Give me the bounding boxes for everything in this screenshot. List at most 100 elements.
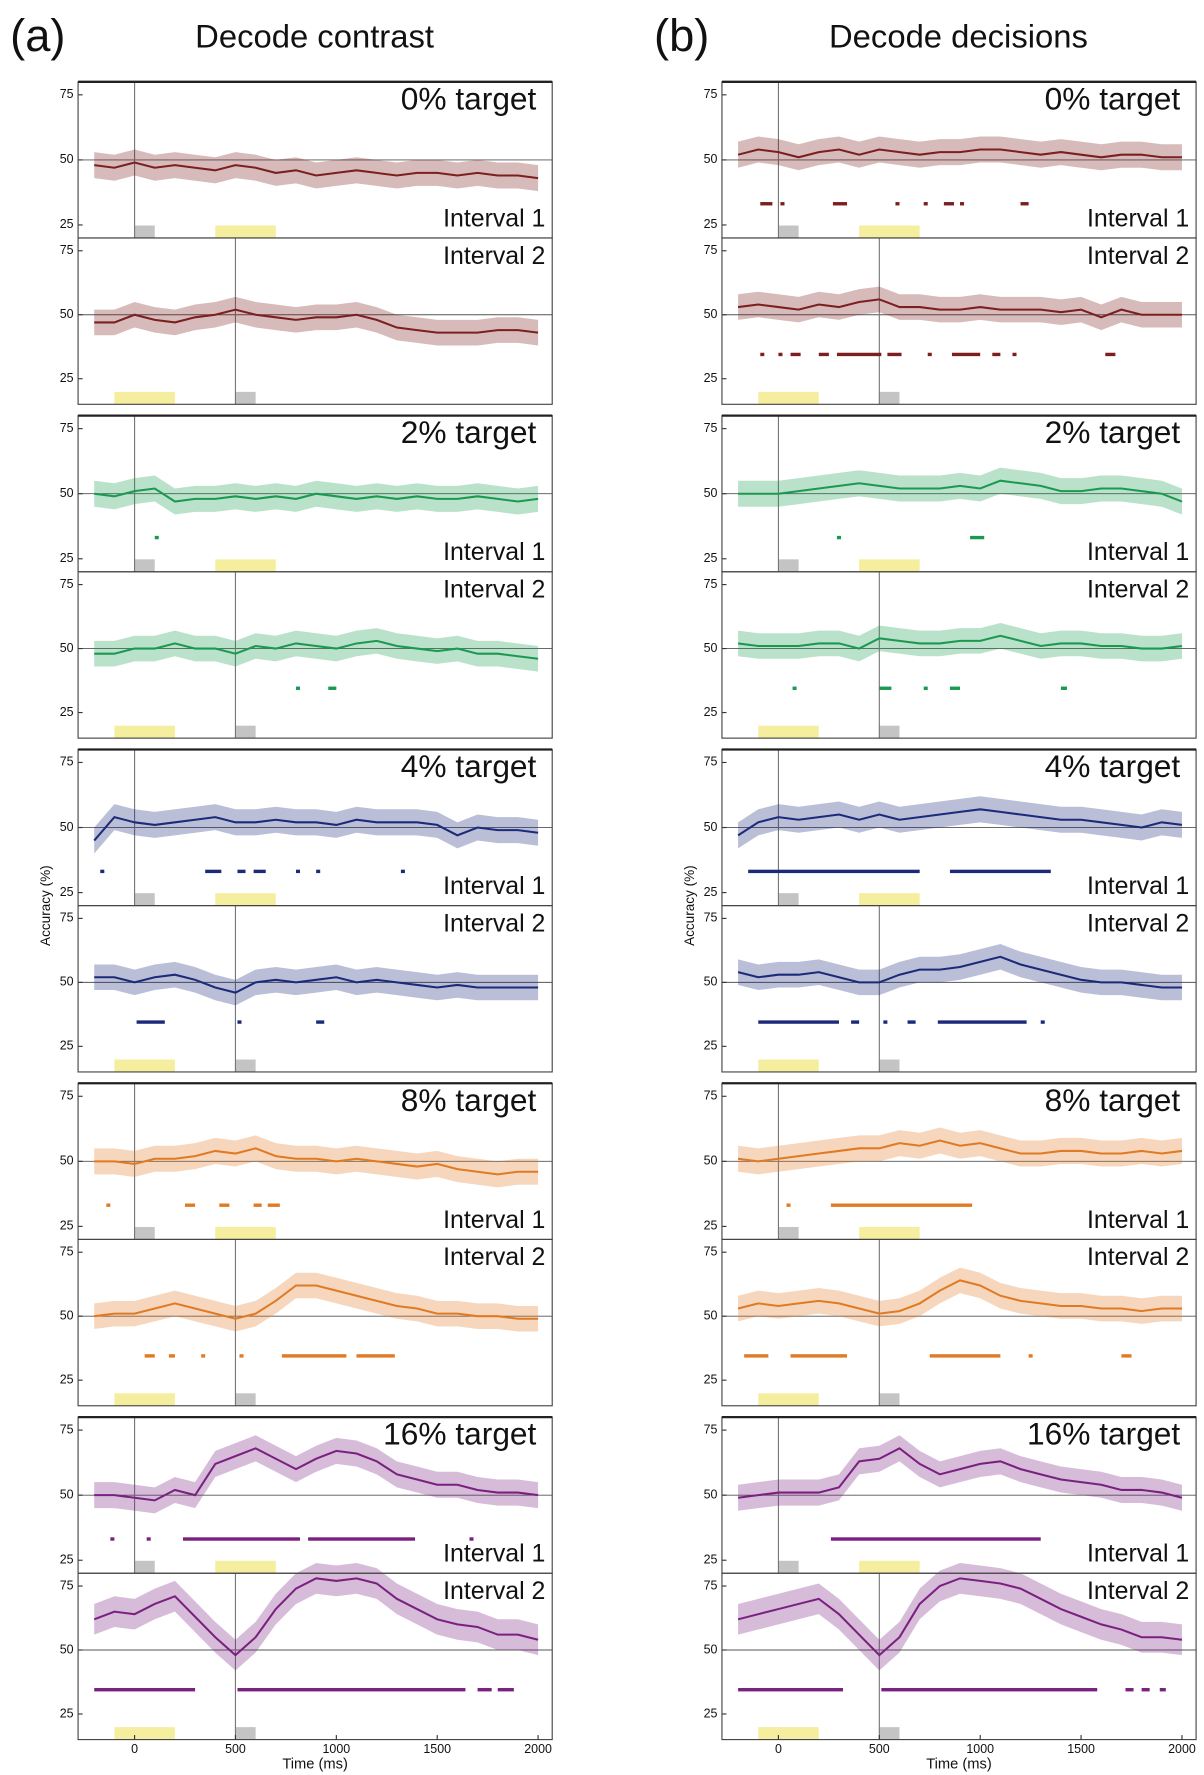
stimulus-bar	[879, 1727, 900, 1740]
significance-bar	[992, 352, 1001, 357]
x-tick-label: 1500	[1067, 1742, 1095, 1756]
error-band	[94, 475, 539, 515]
error-band	[94, 149, 539, 192]
stimulus-bar	[859, 1226, 920, 1240]
significance-bar	[949, 686, 961, 690]
stimulus-bar	[134, 1226, 155, 1240]
y-tick-label: 25	[704, 1372, 718, 1386]
panel-frame	[721, 905, 1197, 1073]
stimulus-bar	[114, 1393, 175, 1406]
y-tick-label: 25	[60, 1553, 74, 1567]
y-tick-label: 25	[60, 885, 74, 899]
y-tick-label: 75	[60, 1244, 74, 1258]
stimulus-bar	[235, 391, 256, 405]
stimulus-bar	[859, 893, 920, 906]
panel-title: 0% target	[401, 80, 537, 116]
panel-frame	[721, 1572, 1197, 1741]
x-tick-label: 2000	[524, 1742, 552, 1756]
error-band	[738, 622, 1182, 662]
significance-bar	[316, 869, 321, 874]
significance-bar	[1159, 1688, 1166, 1692]
stimulus-bar	[859, 1560, 920, 1574]
stimulus-bar	[235, 725, 256, 739]
significance-bar	[185, 1203, 196, 1207]
significance-bar	[1060, 686, 1067, 690]
panel-title: 8% target	[401, 1082, 537, 1118]
y-tick-label: 25	[60, 1706, 74, 1720]
y-tick-label: 25	[704, 1706, 718, 1720]
panel-frame	[77, 237, 553, 405]
panel-title: 2% target	[401, 414, 537, 450]
stimulus-bar	[879, 391, 900, 405]
accuracy-line	[737, 808, 1183, 837]
y-tick-label: 50	[60, 975, 74, 989]
column-title: Decode contrast	[195, 17, 434, 54]
interval-label: Interval 1	[443, 204, 545, 232]
error-band	[738, 286, 1182, 331]
interval-label: Interval 2	[1087, 1243, 1189, 1271]
error-band	[94, 296, 539, 346]
significance-bar	[146, 1537, 151, 1541]
error-band	[738, 467, 1182, 515]
interval-label: Interval 1	[1087, 1540, 1189, 1568]
significance-bar	[1125, 1688, 1134, 1692]
y-tick-label: 75	[60, 755, 74, 769]
significance-bar	[830, 1203, 973, 1207]
error-band	[94, 1435, 539, 1514]
interval-label: Interval 1	[1087, 204, 1189, 232]
y-tick-label: 75	[60, 243, 74, 257]
error-band	[738, 1127, 1182, 1175]
y-tick-label: 75	[60, 1089, 74, 1103]
y-axis-label: Accuracy (%)	[682, 865, 697, 946]
y-tick-label: 25	[60, 1219, 74, 1233]
accuracy-line	[737, 955, 1182, 989]
stimulus-bar	[859, 559, 920, 572]
stimulus-bar	[879, 725, 900, 739]
y-tick-label: 75	[704, 1089, 718, 1103]
panel-title: 4% target	[401, 748, 537, 784]
stimulus-bar	[778, 1226, 799, 1240]
y-tick-label: 25	[704, 1039, 718, 1053]
significance-bar	[144, 1354, 155, 1358]
y-tick-label: 50	[704, 486, 718, 500]
significance-bar	[780, 202, 785, 206]
y-tick-label: 50	[60, 1154, 74, 1168]
interval-label: Interval 2	[443, 1577, 545, 1605]
y-tick-label: 75	[60, 911, 74, 925]
accuracy-line	[94, 161, 539, 180]
significance-bar	[295, 869, 301, 874]
significance-bar	[136, 1020, 165, 1024]
y-tick-label: 50	[704, 1154, 718, 1168]
y-tick-label: 75	[704, 421, 718, 435]
significance-bar	[778, 352, 783, 357]
significance-bar	[1028, 1354, 1033, 1358]
significance-bar	[943, 202, 954, 206]
significance-bar	[237, 869, 246, 874]
y-tick-label: 25	[60, 371, 74, 385]
significance-bar	[1020, 202, 1029, 206]
significance-bar	[201, 1354, 206, 1358]
panel-frame	[77, 905, 553, 1073]
stimulus-bar	[758, 1727, 819, 1740]
panel-frame	[721, 237, 1197, 405]
significance-bar	[328, 686, 337, 690]
y-axis-label: Accuracy (%)	[38, 865, 53, 946]
error-band	[738, 1435, 1182, 1511]
significance-bar	[1040, 1020, 1045, 1024]
stimulus-bar	[114, 391, 175, 405]
significance-bar	[760, 202, 773, 206]
y-tick-label: 50	[704, 1642, 718, 1656]
significance-bar	[239, 1354, 244, 1358]
y-tick-label: 50	[704, 975, 718, 989]
y-tick-label: 75	[704, 577, 718, 591]
panel-title: 2% target	[1045, 414, 1181, 450]
panel-title: 4% target	[1045, 748, 1181, 784]
stimulus-bar	[879, 1393, 900, 1406]
y-tick-label: 25	[704, 885, 718, 899]
interval-label: Interval 1	[443, 1540, 545, 1568]
significance-bar	[970, 535, 985, 540]
y-tick-label: 75	[704, 1244, 718, 1258]
stimulus-bar	[134, 893, 155, 906]
